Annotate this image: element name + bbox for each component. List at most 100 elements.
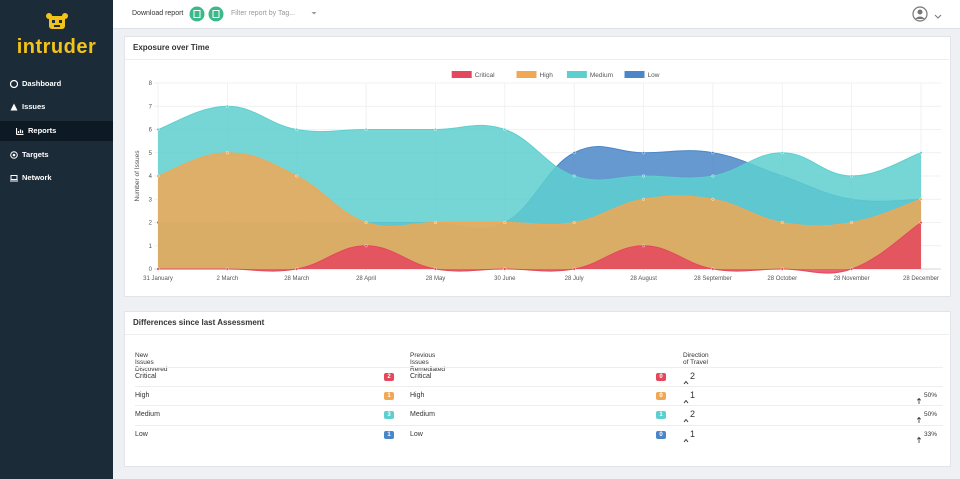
data-point bbox=[711, 151, 715, 155]
differences-card bbox=[124, 311, 951, 467]
remediated-count: 0 bbox=[656, 373, 666, 381]
direction-value: 1 bbox=[690, 390, 696, 400]
legend-swatch bbox=[566, 71, 587, 78]
x-tick-label: 28 August bbox=[630, 276, 657, 282]
percent-change: 50% bbox=[924, 392, 938, 399]
data-point bbox=[433, 127, 437, 131]
data-point bbox=[572, 151, 576, 155]
x-tick-label: 31 January bbox=[143, 276, 173, 282]
y-tick-label: 8 bbox=[149, 81, 153, 87]
topbar: Download report Filter report by Tag... bbox=[113, 0, 960, 29]
y-tick-label: 2 bbox=[149, 221, 153, 227]
data-point bbox=[156, 174, 160, 178]
nav-label[interactable]: Issues bbox=[22, 102, 46, 111]
x-tick-label: 28 July bbox=[565, 276, 584, 282]
data-point bbox=[711, 174, 715, 178]
direction-value: 1 bbox=[690, 429, 696, 439]
percent-icon bbox=[916, 392, 922, 404]
nav-item[interactable]: Network bbox=[0, 168, 113, 188]
x-tick-label: 28 September bbox=[694, 276, 732, 282]
user-menu[interactable] bbox=[911, 6, 947, 24]
data-point bbox=[572, 174, 576, 178]
y-axis-label: Number of Issues bbox=[134, 150, 141, 202]
data-point bbox=[295, 127, 299, 131]
y-tick-label: 1 bbox=[149, 244, 153, 250]
remediated-count: 1 bbox=[656, 411, 666, 419]
severity-label: Medium bbox=[410, 411, 435, 418]
severity-label: Critical bbox=[135, 373, 157, 380]
row-divider bbox=[135, 386, 943, 387]
area-fill bbox=[158, 152, 921, 269]
column-header: Previous Issues Remediated bbox=[410, 352, 446, 373]
data-point bbox=[364, 220, 368, 224]
remediated-count: 0 bbox=[656, 431, 666, 439]
nav-label[interactable]: Reports bbox=[28, 126, 57, 135]
filter-caret[interactable] bbox=[311, 11, 317, 16]
x-tick-label: 28 March bbox=[284, 276, 309, 282]
nav-label[interactable]: Dashboard bbox=[22, 79, 62, 88]
direction-value: 2 bbox=[690, 409, 696, 419]
nav-item[interactable]: Issues bbox=[0, 97, 113, 117]
x-tick-label: 28 April bbox=[356, 276, 376, 282]
nav-item[interactable]: Reports bbox=[0, 121, 113, 141]
data-point bbox=[503, 127, 507, 131]
percent-change: 50% bbox=[924, 411, 938, 418]
data-point bbox=[295, 267, 299, 271]
data-point bbox=[572, 220, 576, 224]
data-point bbox=[156, 267, 160, 271]
download-buttons[interactable] bbox=[189, 6, 225, 22]
divider bbox=[125, 59, 949, 60]
data-point bbox=[642, 174, 646, 178]
area-line bbox=[157, 105, 922, 181]
nav-item[interactable]: Dashboard bbox=[0, 74, 113, 94]
data-point bbox=[850, 267, 854, 271]
card-title: Exposure over Time bbox=[133, 43, 210, 52]
data-point bbox=[850, 220, 854, 224]
new-count: 1 bbox=[384, 431, 394, 439]
legend-swatch bbox=[624, 71, 645, 78]
x-tick-label: 28 October bbox=[767, 276, 797, 282]
legend-label: High bbox=[540, 72, 554, 79]
data-point bbox=[295, 174, 299, 178]
nav-label[interactable]: Network bbox=[22, 173, 52, 182]
data-point bbox=[919, 197, 923, 201]
direction-arrow bbox=[683, 372, 689, 385]
nav-item[interactable]: Targets bbox=[0, 145, 113, 165]
column-header: New Issues Discovered bbox=[135, 352, 168, 373]
x-tick-label: 30 June bbox=[494, 276, 516, 282]
direction-arrow bbox=[683, 391, 689, 404]
data-point bbox=[572, 267, 576, 271]
data-point bbox=[642, 244, 646, 248]
data-point bbox=[364, 127, 368, 131]
y-tick-label: 7 bbox=[149, 104, 153, 110]
new-count: 3 bbox=[384, 411, 394, 419]
data-point bbox=[156, 127, 160, 131]
y-tick-label: 0 bbox=[149, 267, 153, 273]
x-tick-label: 28 November bbox=[834, 276, 870, 282]
severity-label: High bbox=[410, 392, 425, 399]
data-point bbox=[642, 197, 646, 201]
nav-label[interactable]: Targets bbox=[22, 150, 49, 159]
direction-arrow bbox=[683, 430, 689, 443]
sidebar: intruder Dashboard Issues Reports Target… bbox=[0, 0, 113, 479]
tag-filter[interactable]: Filter report by Tag... bbox=[231, 10, 296, 17]
data-point bbox=[225, 267, 229, 271]
y-tick-label: 5 bbox=[149, 151, 153, 157]
data-point bbox=[780, 267, 784, 271]
y-tick-label: 4 bbox=[149, 174, 153, 180]
y-tick-label: 6 bbox=[149, 128, 153, 134]
direction-arrow bbox=[683, 410, 689, 423]
row-divider bbox=[135, 367, 943, 368]
percent-icon bbox=[916, 431, 922, 443]
legend-label: Medium bbox=[590, 72, 613, 79]
data-point bbox=[919, 220, 923, 224]
x-tick-label: 28 May bbox=[426, 276, 446, 282]
data-point bbox=[364, 244, 368, 248]
area-fill bbox=[158, 222, 921, 274]
legend-swatch bbox=[516, 71, 537, 78]
data-point bbox=[433, 267, 437, 271]
percent-change: 33% bbox=[924, 431, 938, 438]
card-title: Differences since last Assessment bbox=[133, 318, 265, 327]
download-label: Download report bbox=[132, 10, 184, 17]
area-line bbox=[157, 152, 922, 228]
